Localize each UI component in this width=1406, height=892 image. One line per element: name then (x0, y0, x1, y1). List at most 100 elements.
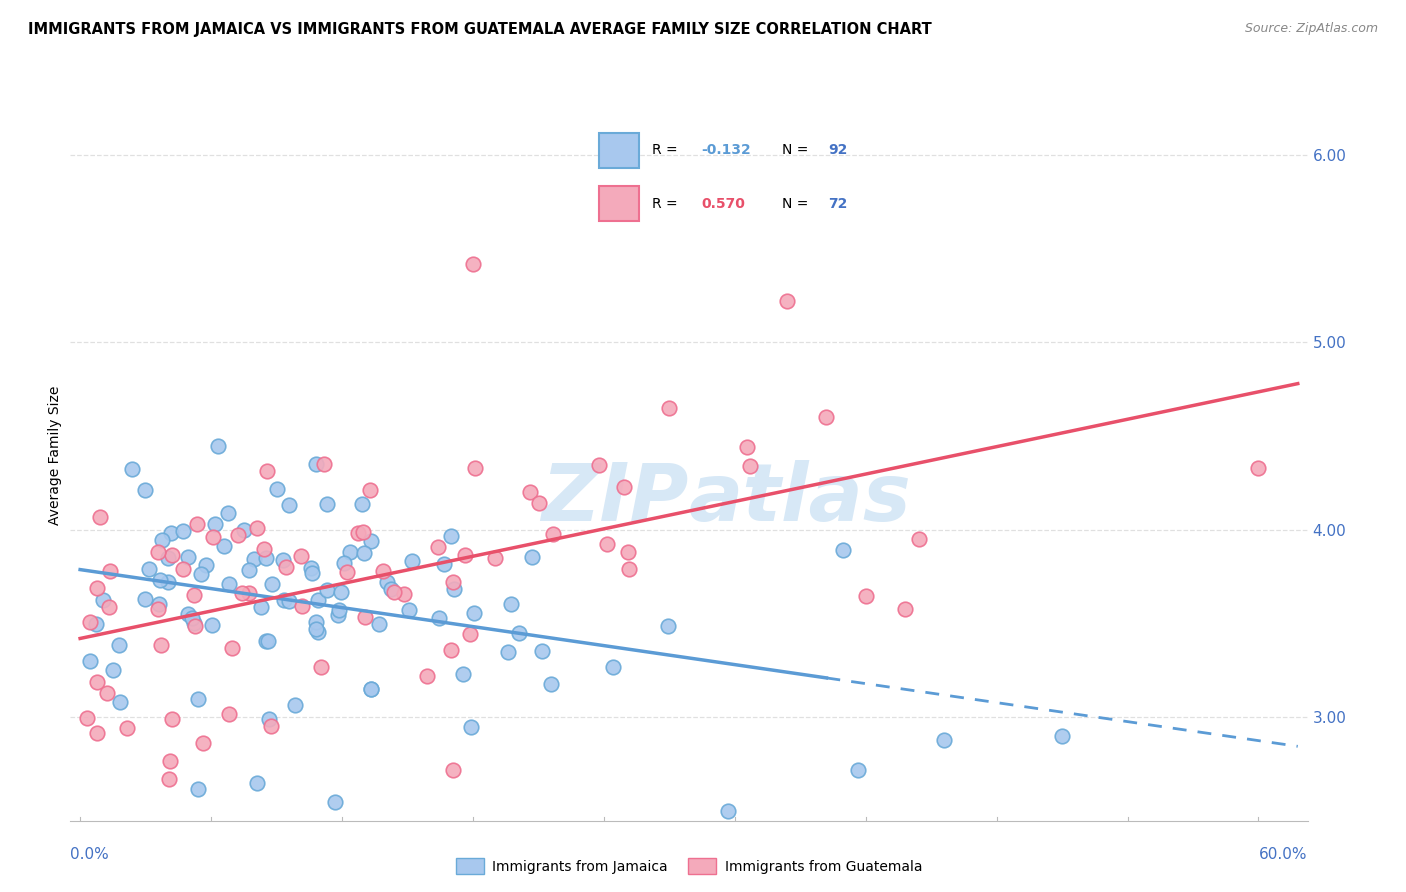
Point (257, 633, 280, 648)
Point (157, 772, 180, 786)
Text: IMMIGRANTS FROM JAMAICA VS IMMIGRANTS FROM GUATEMALA AVERAGE FAMILY SIZE CORRELA: IMMIGRANTS FROM JAMAICA VS IMMIGRANTS FR… (28, 22, 932, 37)
Text: Source: ZipAtlas.com: Source: ZipAtlas.com (1244, 22, 1378, 36)
Point (496, 645, 519, 659)
Point (86, 674, 108, 689)
Point (612, 480, 634, 494)
Point (776, 294, 799, 309)
Point (79, 654, 101, 668)
Point (934, 733, 956, 747)
Point (91, 593, 114, 607)
Point (908, 532, 931, 546)
Text: atlas: atlas (689, 459, 911, 538)
Point (238, 564, 260, 578)
Point (846, 763, 869, 777)
Point (146, 602, 169, 616)
Point (501, 597, 523, 611)
Point (217, 506, 239, 520)
Point (221, 641, 243, 656)
Point (588, 458, 610, 473)
Point (305, 458, 328, 472)
Point (380, 582, 402, 596)
Point (231, 585, 253, 599)
Point (89, 509, 111, 524)
Point (238, 586, 260, 600)
Point (138, 562, 160, 576)
Point (177, 550, 200, 565)
Point (190, 566, 212, 581)
Point (443, 582, 465, 597)
Point (329, 585, 352, 599)
Point (273, 592, 295, 607)
Point (325, 795, 347, 809)
Point (360, 533, 382, 548)
Point (183, 588, 205, 602)
Point (156, 574, 179, 589)
Point (352, 525, 374, 540)
Text: R =: R = (652, 197, 682, 211)
Point (218, 707, 240, 722)
Point (339, 545, 361, 559)
Point (315, 497, 337, 511)
Point (101, 663, 124, 677)
Point (305, 622, 328, 636)
Point (433, 557, 456, 571)
Point (382, 585, 405, 599)
Point (596, 537, 619, 551)
Point (260, 719, 283, 733)
Point (1247, 461, 1270, 475)
Point (226, 528, 249, 542)
Point (530, 644, 553, 658)
Point (194, 558, 217, 573)
Point (107, 638, 129, 652)
Point (250, 600, 273, 615)
Point (233, 524, 256, 538)
Point (98, 600, 121, 615)
Point (254, 550, 277, 565)
Point (336, 566, 359, 580)
Point (86, 726, 108, 740)
Point (284, 698, 307, 712)
Point (180, 611, 202, 625)
Point (274, 559, 297, 574)
Text: 72: 72 (828, 197, 848, 211)
Point (717, 804, 740, 818)
Point (353, 609, 375, 624)
Point (529, 496, 551, 510)
Point (218, 577, 240, 591)
FancyBboxPatch shape (599, 133, 640, 168)
Point (110, 695, 132, 709)
Point (832, 542, 855, 557)
Point (315, 583, 337, 598)
Point (460, 720, 482, 734)
Point (463, 607, 485, 621)
Point (160, 548, 183, 562)
Point (375, 575, 398, 590)
Point (183, 619, 205, 633)
Point (427, 610, 450, 624)
Point (309, 660, 332, 674)
Point (616, 545, 638, 559)
Point (149, 573, 172, 587)
Point (98, 565, 121, 579)
Text: N =: N = (782, 197, 813, 211)
Point (543, 527, 565, 541)
Point (201, 617, 224, 632)
Point (277, 498, 299, 512)
Point (461, 257, 484, 271)
Point (291, 599, 314, 613)
Point (134, 483, 156, 497)
Point (519, 484, 541, 499)
Point (441, 574, 464, 589)
Point (894, 601, 917, 615)
Point (440, 643, 463, 657)
Point (415, 669, 437, 683)
Text: -0.132: -0.132 (702, 143, 751, 157)
Point (738, 458, 761, 473)
Point (277, 593, 299, 607)
Text: ZIP: ZIP (541, 459, 689, 538)
Text: 0.0%: 0.0% (70, 847, 110, 863)
Point (254, 634, 277, 648)
Point (602, 660, 624, 674)
Point (454, 548, 477, 562)
Point (172, 524, 194, 539)
